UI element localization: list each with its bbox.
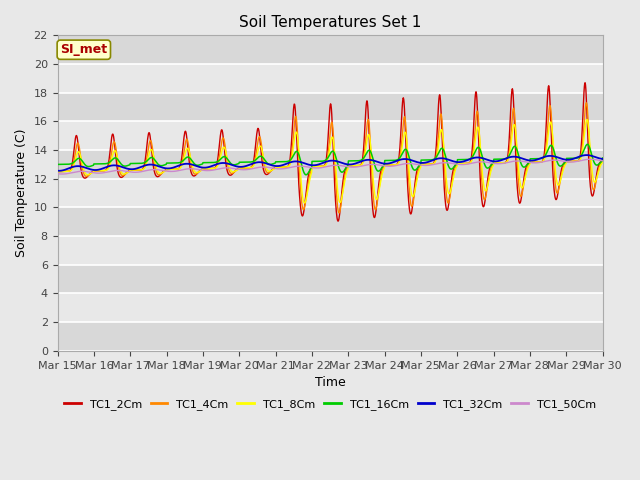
X-axis label: Time: Time: [315, 376, 346, 389]
Bar: [58, 93, 602, 121]
Bar: [58, 36, 602, 64]
Text: SI_met: SI_met: [60, 43, 108, 56]
Title: Soil Temperatures Set 1: Soil Temperatures Set 1: [239, 15, 421, 30]
Y-axis label: Soil Temperature (C): Soil Temperature (C): [15, 129, 28, 257]
Bar: [58, 322, 602, 351]
Bar: [58, 293, 602, 322]
Bar: [58, 121, 602, 150]
Legend: TC1_2Cm, TC1_4Cm, TC1_8Cm, TC1_16Cm, TC1_32Cm, TC1_50Cm: TC1_2Cm, TC1_4Cm, TC1_8Cm, TC1_16Cm, TC1…: [60, 395, 600, 415]
Bar: [58, 64, 602, 93]
Bar: [58, 179, 602, 207]
Bar: [58, 265, 602, 293]
Bar: [58, 207, 602, 236]
Bar: [58, 150, 602, 179]
Bar: [58, 236, 602, 265]
